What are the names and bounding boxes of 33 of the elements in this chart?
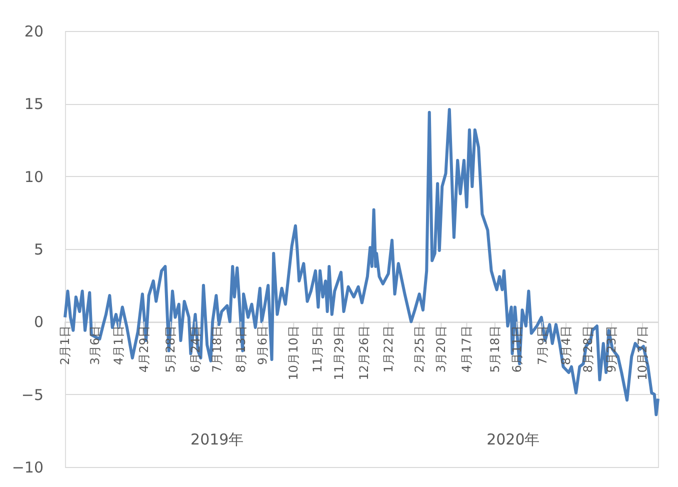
y-tick-label: 5 (34, 240, 44, 258)
x-tick-label: 9月6日 (256, 326, 270, 365)
x-tick-label: 2月25日 (412, 326, 426, 373)
x-tick-label: 7月18日 (210, 326, 224, 373)
x-tick-label: 3月20日 (434, 326, 448, 373)
x-tick-label: 2月1日 (58, 326, 72, 365)
y-tick-label: 10 (24, 168, 44, 186)
y-tick-label: 0 (34, 313, 44, 332)
x-tick-label: 6月24日 (188, 326, 202, 373)
x-tick-label: 1月22日 (381, 326, 396, 373)
x-tick-label: 8月4日 (559, 326, 573, 365)
x-tick-label: 10月10日 (286, 326, 301, 380)
x-tick-label: 5月18日 (488, 326, 502, 373)
x-tick-label: 8月13日 (234, 326, 248, 373)
x-tick-label: 4月29日 (137, 326, 152, 373)
y-tick-label: 15 (24, 95, 44, 114)
x-tick-label: 3月6日 (88, 326, 102, 365)
annotation: 2020年 (486, 430, 540, 449)
y-tick-label: −10 (12, 458, 44, 476)
y-tick-label: −5 (21, 386, 44, 404)
x-tick-label: 9月23日 (604, 326, 619, 373)
x-tick-label: 7月9日 (535, 326, 550, 365)
y-tick-label: 20 (24, 22, 44, 40)
x-tick-label: 4月17日 (460, 326, 474, 373)
x-tick-label: 5月28日 (164, 326, 178, 373)
x-tick-label: 10月27日 (636, 326, 650, 380)
x-tick-label: 8月28日 (580, 326, 595, 373)
x-tick-label: 6月11日 (510, 326, 524, 373)
x-tick-label: 12月26日 (356, 326, 371, 380)
x-tick-label: 11月29日 (332, 326, 346, 380)
x-tick-label: 4月1日 (112, 326, 126, 365)
annotation: 2019年 (190, 430, 244, 449)
x-tick-label: 11月5日 (310, 326, 324, 373)
